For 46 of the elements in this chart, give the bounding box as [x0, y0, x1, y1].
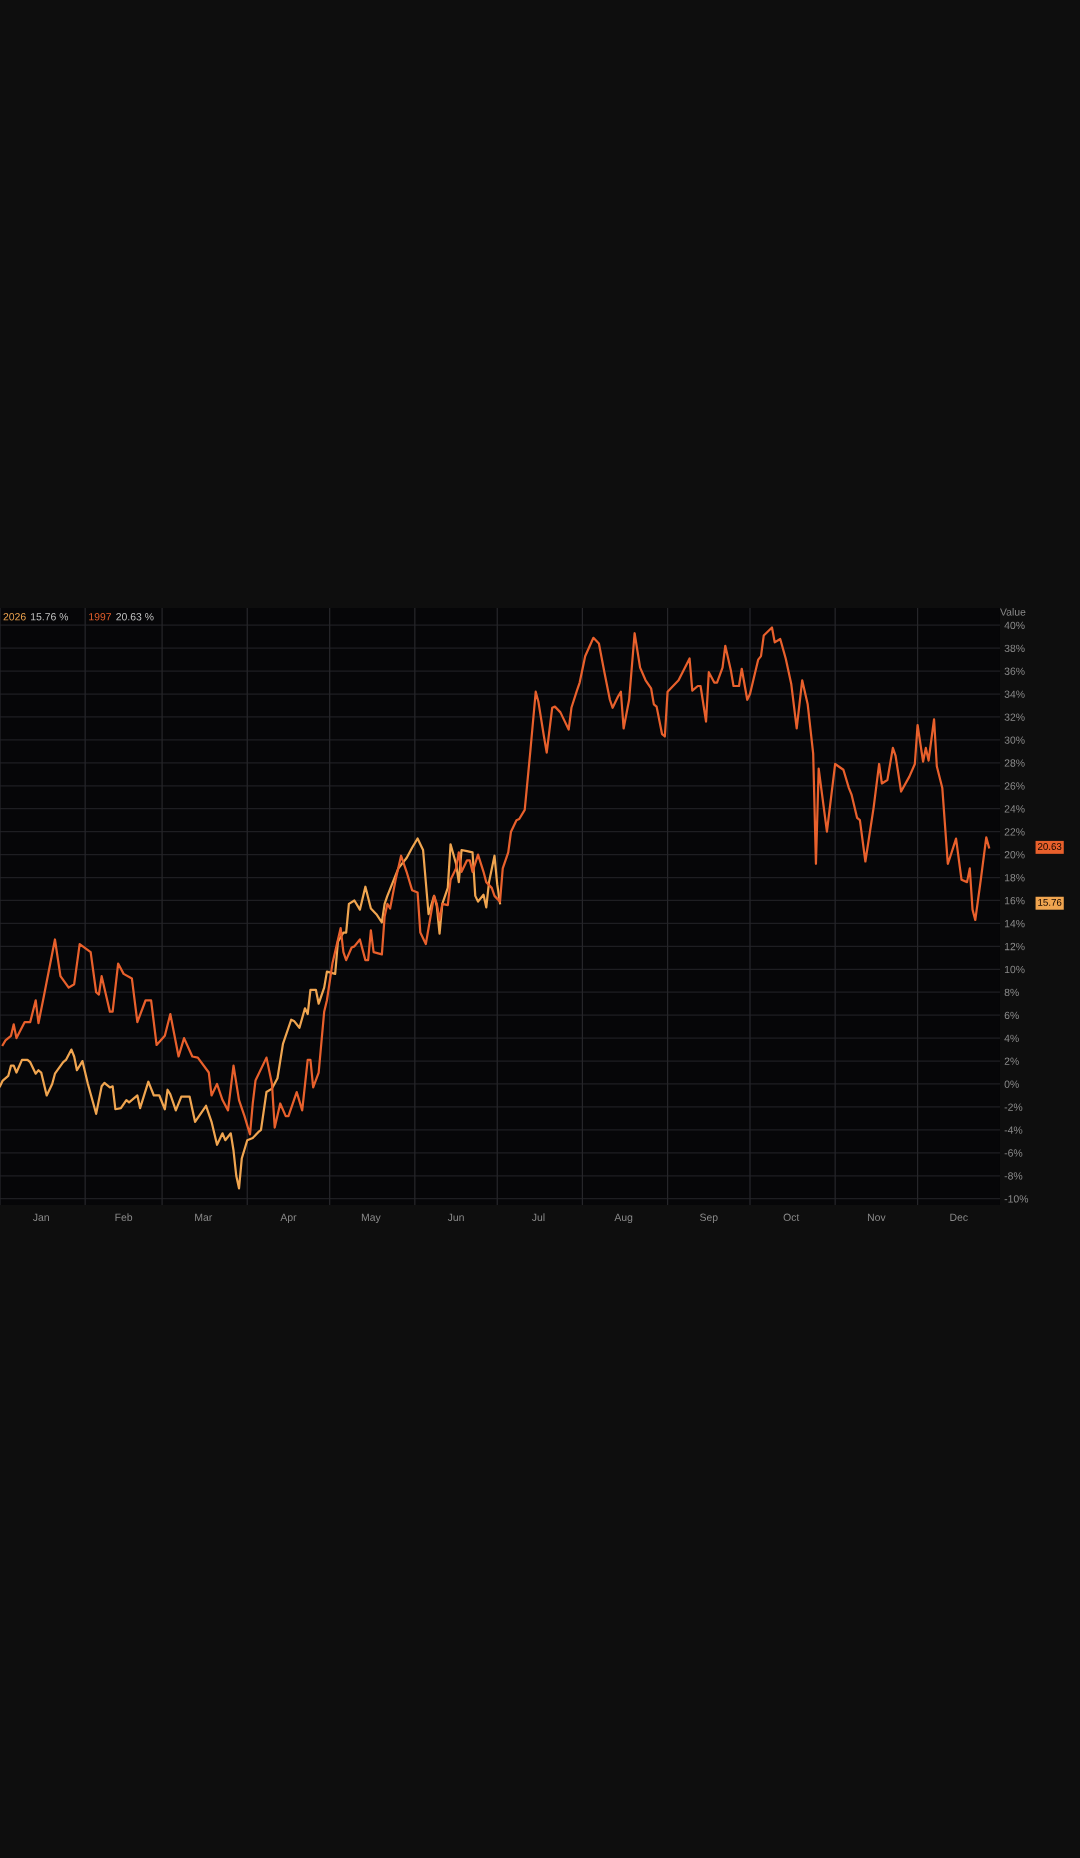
y-tick-label: 6% — [1004, 1011, 1019, 1020]
y-tick-label: 22% — [1004, 828, 1025, 836]
y-tick-label: 0% — [1004, 1080, 1019, 1088]
y-tick-label: 12% — [1004, 942, 1025, 951]
y-tick-label: 28% — [1004, 759, 1025, 767]
y-tick-label: -2% — [1004, 1103, 1023, 1111]
y-tick-label: 36% — [1004, 667, 1025, 675]
y-tick-label: 16% — [1004, 896, 1025, 905]
y-tick-label: -6% — [1004, 1149, 1023, 1157]
x-tick-label: Dec — [950, 1213, 968, 1221]
y-axis-title: Value — [1000, 608, 1026, 616]
x-tick-label: Mar — [195, 1213, 213, 1221]
y-tick-label: 10% — [1004, 965, 1025, 974]
x-tick-label: Jul — [531, 1213, 545, 1221]
text: 20.63 — [1037, 843, 1062, 850]
x-tick-label: Feb — [115, 1213, 133, 1221]
y-tick-label: -10% — [1004, 1195, 1029, 1203]
y-tick-label: 14% — [1004, 919, 1025, 928]
y-tick-label: 30% — [1004, 736, 1025, 744]
y-tick-label: 4% — [1004, 1034, 1019, 1042]
text: 1997 — [89, 613, 112, 621]
text: 2026 — [3, 613, 26, 621]
y-tick-label: 18% — [1004, 874, 1025, 882]
text: 15.76 — [1038, 898, 1062, 906]
y-tick-label: 32% — [1004, 713, 1025, 721]
y-tick-label: 40% — [1004, 621, 1025, 630]
annotation: 15.76 % — [31, 613, 69, 621]
y-tick-label: 34% — [1004, 690, 1025, 698]
y-tick-label: 20% — [1004, 851, 1025, 859]
x-tick-label: Sep — [700, 1213, 718, 1224]
annotation: 20.63 % — [116, 613, 154, 621]
x-tick-label: Jun — [447, 1213, 464, 1221]
x-tick-label: Nov — [867, 1213, 886, 1221]
x-tick-label: Oct — [783, 1213, 800, 1221]
y-tick-label: -4% — [1004, 1126, 1023, 1134]
x-tick-label: Apr — [280, 1213, 297, 1224]
x-tick-label: Aug — [614, 1213, 633, 1224]
y-tick-label: 38% — [1004, 644, 1025, 653]
y-tick-label: -8% — [1004, 1172, 1023, 1180]
y-tick-label: 8% — [1004, 988, 1019, 997]
y-tick-label: 2% — [1004, 1057, 1019, 1065]
line-series — [0, 837, 502, 1190]
y-tick-label: 24% — [1004, 805, 1025, 813]
x-tick-label: Jan — [32, 1213, 49, 1221]
x-tick-label: May — [361, 1213, 381, 1224]
y-tick-label: 26% — [1004, 782, 1025, 790]
